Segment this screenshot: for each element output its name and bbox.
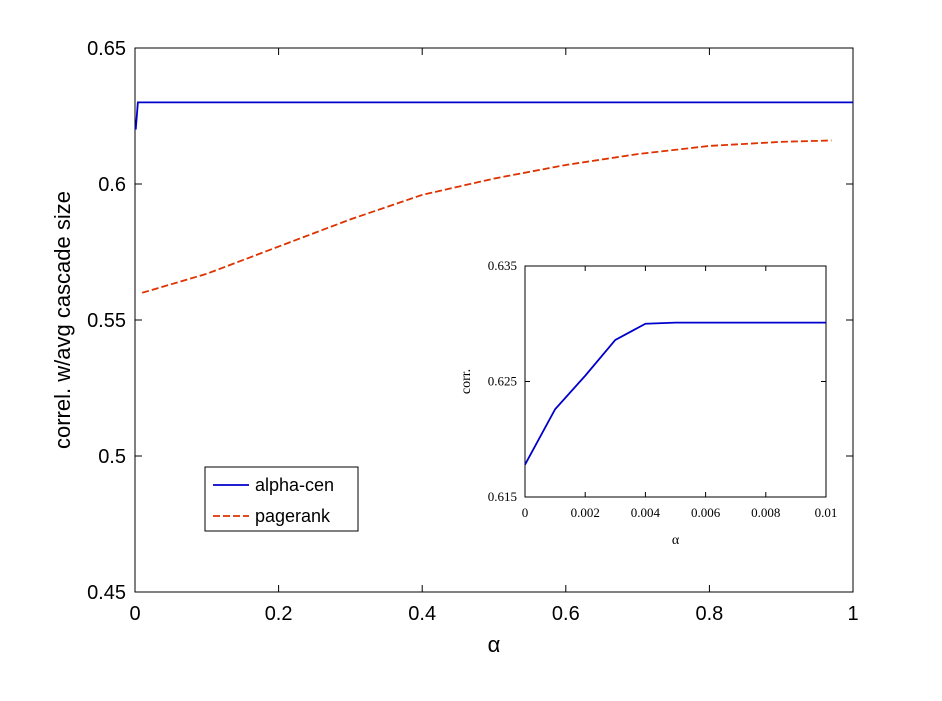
inset-y-tick-label: 0.625 — [488, 374, 517, 389]
main-y-tick-label: 0.65 — [87, 38, 126, 60]
main-x-tick-label: 1 — [847, 603, 858, 625]
inset-series-line-series-0 — [524, 321, 826, 466]
inset-plot: 0 0.002 0.004 0.006 0.008 0.01 0.615 0.625 0.635… — [459, 258, 837, 548]
main-y-axis-label: correl. w/avg cascade size — [50, 191, 75, 449]
main-series-line-alpha-cen — [134, 101, 853, 130]
main-x-tick-label: 0.8 — [695, 603, 723, 625]
legend-label-alpha-cen: alpha-cen — [255, 475, 334, 495]
legend-box — [204, 466, 359, 532]
inset-x-tick-label: 0.002 — [571, 505, 600, 520]
inset-x-tick-label: 0.008 — [751, 505, 780, 520]
inset-x-axis-label: α — [672, 533, 680, 548]
inset-y-axis-label: corr. — [459, 369, 474, 394]
main-y-tick-label: 0.5 — [98, 446, 126, 468]
main-y-tick-label: 0.45 — [87, 582, 126, 604]
inset-plot-frame — [524, 265, 827, 498]
inset-y-tick-label: 0.635 — [488, 258, 517, 273]
inset-x-tick-label: 0 — [522, 505, 529, 520]
inset-y-tick-label: 0.615 — [488, 489, 517, 504]
inset-x-tick-label: 0.004 — [631, 505, 661, 520]
main-x-tick-label: 0 — [129, 603, 140, 625]
inset-x-tick-label: 0.01 — [815, 505, 838, 520]
main-y-tick-label: 0.6 — [98, 174, 126, 196]
main-x-tick-label: 0.6 — [552, 603, 580, 625]
main-x-tick-label: 0.4 — [408, 603, 436, 625]
inset-x-tick-label: 0.006 — [691, 505, 721, 520]
legend-label-pagerank: pagerank — [255, 506, 331, 526]
main-x-axis-label: α — [488, 632, 501, 657]
legend: alpha-cen pagerank — [204, 466, 359, 532]
main-series-line-pagerank — [141, 139, 832, 294]
main-x-tick-label: 0.2 — [265, 603, 293, 625]
main-y-tick-label: 0.55 — [87, 310, 126, 332]
